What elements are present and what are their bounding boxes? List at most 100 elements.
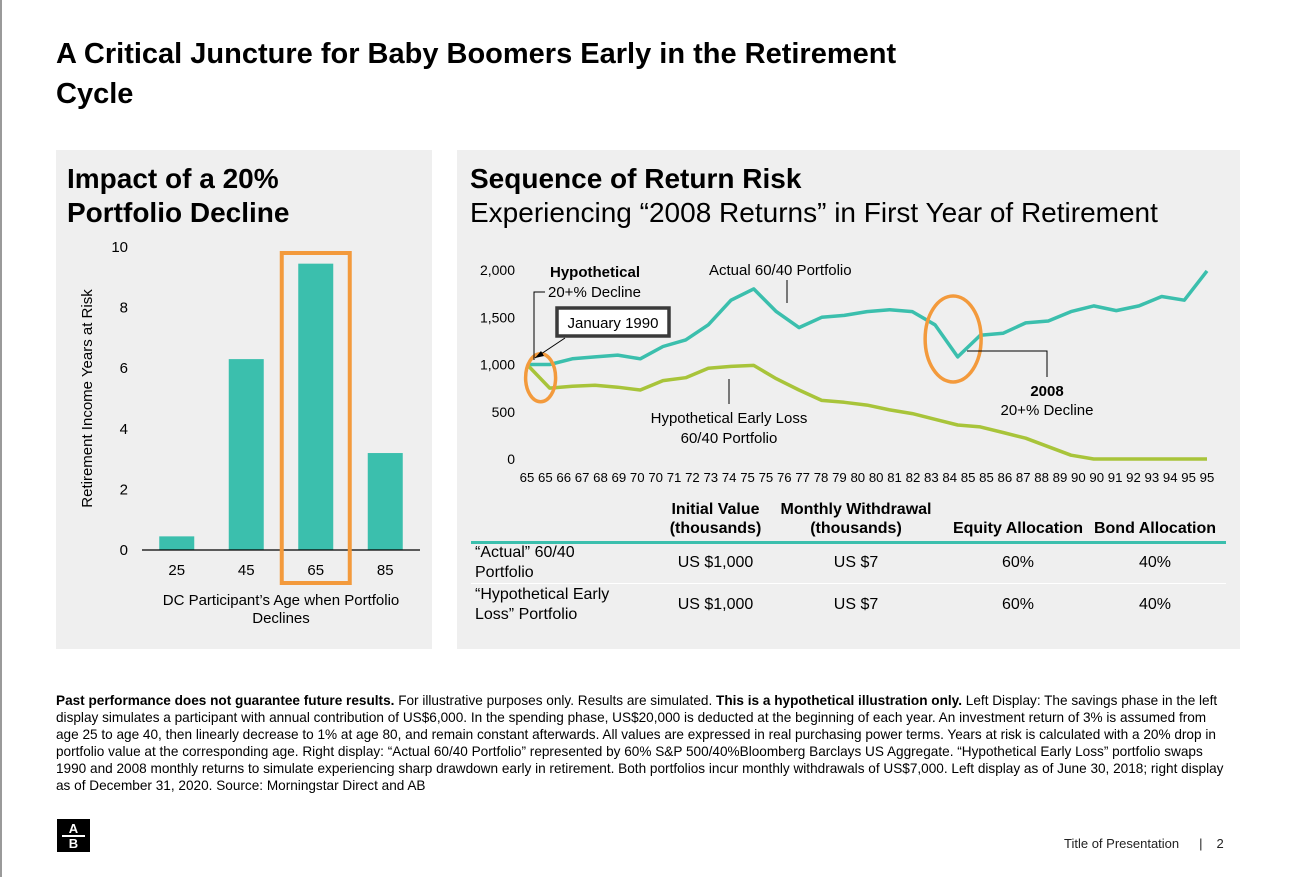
line-x-tick-label: 90: [1071, 470, 1086, 485]
line-x-tick-label: 80: [869, 470, 884, 485]
col-header-monthly-line2: (thousands): [810, 520, 902, 537]
row-label-line2: Loss” Portfolio: [475, 606, 578, 623]
left-panel-title: Impact of a 20% Portfolio Decline: [67, 163, 290, 228]
right-panel-subtitle: Experiencing “2008 Returns” in First Yea…: [470, 197, 1158, 228]
annotation-hypothetical-bold: Hypothetical: [550, 264, 640, 281]
line-x-tick-label: 73: [703, 470, 718, 485]
row-label: “Actual” 60/40 Portfolio: [475, 543, 645, 583]
col-header-initial-line1: Initial Value: [671, 501, 760, 518]
logo-letter-b: B: [68, 836, 79, 851]
logo-letter-a: A: [68, 821, 79, 836]
line-x-tick-label: 75: [759, 470, 774, 485]
bar-x-axis-label-line2: Declines: [252, 610, 310, 627]
line-x-tick-label: 85: [961, 470, 976, 485]
line-x-tick-label: 68: [593, 470, 608, 485]
cell-bond: 40%: [1138, 596, 1172, 613]
bar-y-tick-label: 10: [111, 239, 128, 256]
annotation-2008-bold: 2008: [1030, 383, 1063, 400]
line-y-tick-label: 1,500: [480, 309, 515, 325]
cell-monthly: US $7: [833, 554, 879, 571]
col-header-monthly-line1: Monthly Withdrawal: [780, 501, 932, 518]
cell-equity: 60%: [1001, 596, 1035, 613]
bar-y-tick-label: 4: [120, 421, 128, 438]
bar-x-tick-label: 45: [238, 562, 255, 579]
line-x-tick-label: 95: [1181, 470, 1196, 485]
footer-separator: |: [1199, 836, 1203, 851]
cell-initial: US $1,000: [677, 554, 754, 571]
line-x-tick-label: 87: [1016, 470, 1031, 485]
bar: [159, 536, 195, 550]
highlight-box: [279, 251, 352, 585]
line-x-tick-label: 86: [998, 470, 1013, 485]
bar-chart: 0 2 4 6 8 10 25 45 65 85 Retirement Income Years…: [79, 239, 420, 627]
annotation-early-loss-line2: 60/40 Portfolio: [681, 430, 778, 447]
bar-y-tick-label: 2: [120, 481, 128, 498]
line-x-tick-label: 74: [722, 470, 737, 485]
row-label-line2: Portfolio: [475, 564, 534, 581]
bar-y-tick-label: 8: [120, 300, 128, 317]
footnote-text-1: For illustrative purposes only. Results …: [394, 693, 717, 708]
bar: [367, 453, 403, 550]
line-x-tick-label: 79: [832, 470, 847, 485]
line-x-tick-label: 92: [1126, 470, 1141, 485]
line-x-tick-label: 76: [777, 470, 792, 485]
ab-logo: A B: [57, 819, 90, 852]
line-x-tick-label: 77: [795, 470, 810, 485]
col-header-monthly-withdrawal: Monthly Withdrawal (thousands): [776, 500, 936, 538]
cell-bond: 40%: [1138, 554, 1172, 571]
footnote: Past performance does not guarantee futu…: [56, 692, 1226, 794]
annotation-actual-portfolio: Actual 60/40 Portfolio: [709, 262, 852, 279]
line-x-tick-label: 90: [1089, 470, 1104, 485]
bar-x-tick-label: 25: [168, 562, 185, 579]
bar-y-tick-label: 0: [120, 542, 128, 559]
series-actual-line: [527, 269, 1209, 367]
page-number: 2: [1216, 836, 1224, 851]
annotation-hypothetical-decline: 20+% Decline: [548, 284, 641, 301]
bar-x-tick-label: 85: [377, 562, 394, 579]
line-x-tick-label: 75: [740, 470, 755, 485]
col-header-initial-value: Initial Value (thousands): [653, 500, 778, 538]
line-x-tick-label: 82: [906, 470, 921, 485]
line-x-tick-label: 89: [1053, 470, 1068, 485]
col-header-bond-allocation: Bond Allocation: [1093, 520, 1217, 537]
line-x-tick-label: 95: [1200, 470, 1215, 485]
footer: Title of Presentation | 2: [1064, 836, 1224, 851]
bar: [298, 263, 334, 550]
line-x-tick-label: 88: [1034, 470, 1049, 485]
bar-x-axis-label-line1: DC Participant’s Age when Portfolio: [163, 592, 400, 609]
right-panel: Sequence of Return Risk Experiencing “20…: [457, 150, 1240, 649]
line-x-tick-label: 81: [887, 470, 902, 485]
annotation-2008-decline: 20+% Decline: [1001, 402, 1094, 419]
bar-y-axis-label: Retirement Income Years at Risk: [79, 289, 96, 508]
row-label: “Hypothetical Early Loss” Portfolio: [475, 585, 645, 625]
highlight-circle-2008: [923, 294, 983, 384]
line-x-tick-label: 78: [814, 470, 829, 485]
row-label-line1: “Actual” 60/40: [475, 544, 575, 561]
line-x-tick-label: 71: [667, 470, 682, 485]
annotation-leader: [967, 350, 1048, 377]
annotation-january-1990: January 1990: [568, 315, 659, 332]
line-x-tick-label: 83: [924, 470, 939, 485]
left-panel: Impact of a 20% Portfolio Decline 0 2 4 6 8 1…: [56, 150, 432, 649]
line-x-tick-label: 70: [630, 470, 645, 485]
line-y-tick-label: 2,000: [480, 262, 515, 278]
line-x-tick-label: 67: [575, 470, 590, 485]
annotation-january-box: [555, 306, 671, 338]
line-y-tick-label: 1,000: [480, 357, 515, 373]
row-label-line1: “Hypothetical Early: [475, 586, 610, 603]
footnote-bold-2: This is a hypothetical illustration only…: [716, 693, 963, 708]
line-x-tick-label: 80: [850, 470, 865, 485]
series-early-loss-line: [525, 363, 1207, 461]
cell-monthly: US $7: [833, 596, 879, 613]
line-x-tick-label: 65: [538, 470, 553, 485]
line-x-tick-label: 85: [979, 470, 994, 485]
annotation-early-loss-line1: Hypothetical Early Loss: [651, 410, 808, 427]
line-y-tick-label: 0: [507, 451, 515, 467]
bar: [228, 359, 264, 550]
line-x-tick-label: 69: [612, 470, 627, 485]
line-x-tick-label: 91: [1108, 470, 1123, 485]
footnote-text-2: Left Display: The savings phase in the l…: [56, 693, 1224, 793]
cell-equity: 60%: [1001, 554, 1035, 571]
line-x-tick-label: 70: [648, 470, 663, 485]
